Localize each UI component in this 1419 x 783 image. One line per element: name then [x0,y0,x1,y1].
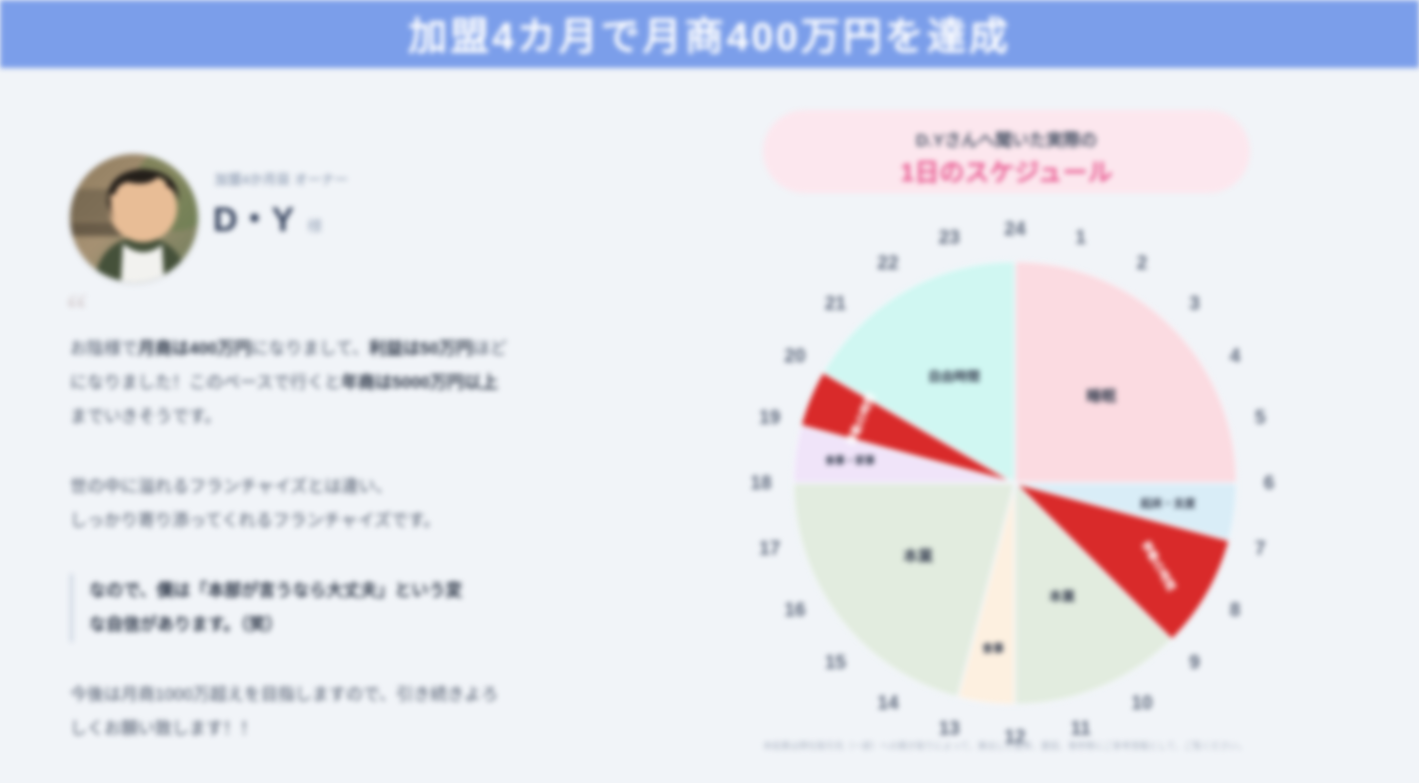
svg-text:1: 1 [1075,228,1086,249]
svg-text:10: 10 [1131,693,1152,714]
svg-text:6: 6 [1264,473,1275,494]
svg-text:14: 14 [877,693,899,714]
svg-text:20: 20 [784,346,805,367]
svg-text:3: 3 [1189,293,1200,314]
svg-text:23: 23 [939,228,960,249]
svg-text:本業: 本業 [903,547,934,565]
svg-text:9: 9 [1189,653,1200,674]
svg-text:19: 19 [759,407,780,428]
svg-text:食事: 食事 [982,641,1004,655]
svg-text:16: 16 [784,600,805,621]
svg-text:起床・支度: 起床・支度 [1140,496,1197,510]
svg-text:17: 17 [759,539,780,560]
svg-text:24: 24 [1004,219,1026,240]
svg-text:8: 8 [1230,600,1241,621]
svg-text:18: 18 [750,473,771,494]
svg-text:5: 5 [1255,407,1266,428]
svg-text:11: 11 [1071,718,1092,739]
svg-text:本業: 本業 [1049,589,1076,604]
svg-text:4: 4 [1230,346,1241,367]
svg-text:自由時間: 自由時間 [928,369,980,384]
svg-text:13: 13 [939,718,960,739]
svg-text:睡眠: 睡眠 [1086,387,1116,405]
svg-text:21: 21 [825,293,847,314]
svg-text:22: 22 [877,253,898,274]
svg-text:15: 15 [825,653,847,674]
svg-text:7: 7 [1255,539,1266,560]
svg-text:食事・家事: 食事・家事 [824,454,875,467]
svg-text:2: 2 [1137,253,1148,274]
